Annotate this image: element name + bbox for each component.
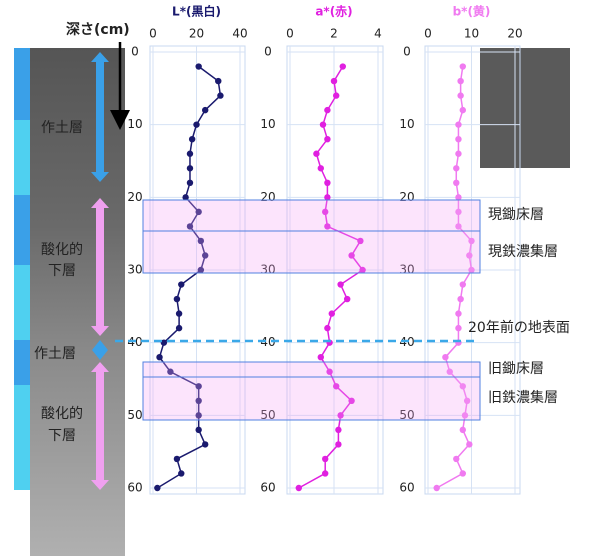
horizon-label: 20年前の地表面 xyxy=(468,319,570,336)
depth-label: 深さ(cm) xyxy=(66,21,130,38)
data-point xyxy=(455,136,461,142)
data-point xyxy=(178,470,184,476)
data-point xyxy=(453,456,459,462)
data-point xyxy=(457,92,463,98)
y-tick-label: 60 xyxy=(127,481,142,495)
data-point xyxy=(344,296,350,302)
chart-title: b*(黄) xyxy=(453,4,491,19)
data-point xyxy=(460,107,466,113)
chart-title: a*(赤) xyxy=(315,4,352,19)
layer-label: 作土層 xyxy=(41,120,83,136)
data-point xyxy=(187,180,193,186)
data-point xyxy=(176,310,182,316)
layer-label: 下層 xyxy=(48,263,76,279)
data-point xyxy=(195,63,201,69)
x-tick-label: 0 xyxy=(286,27,294,41)
data-point xyxy=(174,296,180,302)
data-point xyxy=(453,165,459,171)
x-tick-label: 0 xyxy=(424,27,432,41)
data-point xyxy=(340,63,346,69)
x-tick-label: 4 xyxy=(374,27,382,41)
data-point xyxy=(202,441,208,447)
data-point xyxy=(189,136,195,142)
data-point xyxy=(156,354,162,360)
chart-title: L*(黒白) xyxy=(172,4,221,19)
y-tick-label: 50 xyxy=(127,408,142,422)
data-point xyxy=(174,456,180,462)
x-tick-label: 20 xyxy=(189,27,204,41)
data-point xyxy=(178,281,184,287)
y-tick-label: 20 xyxy=(127,190,142,204)
data-point xyxy=(455,325,461,331)
data-point xyxy=(455,310,461,316)
y-tick-label: 0 xyxy=(403,45,411,59)
data-point xyxy=(434,485,440,491)
data-point xyxy=(154,485,160,491)
data-point xyxy=(187,151,193,157)
x-tick-label: 0 xyxy=(149,27,157,41)
data-point xyxy=(331,78,337,84)
data-point xyxy=(318,354,324,360)
data-point xyxy=(333,92,339,98)
data-point xyxy=(195,427,201,433)
y-tick-label: 60 xyxy=(399,481,414,495)
horizon-label: 旧鋤床層 xyxy=(488,361,544,377)
x-tick-label: 40 xyxy=(232,27,247,41)
horizon-label: 現鋤床層 xyxy=(488,207,544,223)
data-point xyxy=(457,78,463,84)
data-point xyxy=(215,78,221,84)
figure: 深さ(cm) 020400102030405060L*(黒白)024010203… xyxy=(0,0,615,556)
x-tick-label: 2 xyxy=(330,27,338,41)
data-point xyxy=(193,121,199,127)
data-point xyxy=(296,485,302,491)
horizon-label: 旧鉄濃集層 xyxy=(488,389,558,406)
data-point xyxy=(455,121,461,127)
data-point xyxy=(324,180,330,186)
data-point xyxy=(176,325,182,331)
data-point xyxy=(322,456,328,462)
data-point xyxy=(453,180,459,186)
data-point xyxy=(217,92,223,98)
layer-label: 酸化的 xyxy=(41,242,83,258)
data-line xyxy=(437,67,472,488)
x-tick-label: 10 xyxy=(464,27,479,41)
y-tick-label: 30 xyxy=(127,263,142,277)
layer-label: 作土層 xyxy=(34,346,76,362)
data-point xyxy=(460,470,466,476)
data-point xyxy=(337,281,343,287)
data-point xyxy=(460,427,466,433)
data-point xyxy=(457,296,463,302)
data-point xyxy=(320,121,326,127)
y-tick-label: 10 xyxy=(127,117,142,131)
y-tick-label: 10 xyxy=(260,117,275,131)
data-point xyxy=(187,165,193,171)
data-point xyxy=(324,325,330,331)
y-tick-label: 60 xyxy=(260,481,275,495)
data-point xyxy=(335,427,341,433)
data-point xyxy=(335,441,341,447)
data-point xyxy=(460,281,466,287)
data-point xyxy=(202,107,208,113)
data-point xyxy=(318,165,324,171)
y-tick-label: 10 xyxy=(399,117,414,131)
layer-label: 下層 xyxy=(48,428,76,444)
y-tick-label: 0 xyxy=(131,45,139,59)
data-point xyxy=(313,151,319,157)
y-tick-label: 0 xyxy=(264,45,272,59)
data-line xyxy=(157,67,220,488)
data-point xyxy=(466,441,472,447)
x-tick-label: 20 xyxy=(507,27,522,41)
data-point xyxy=(455,151,461,157)
data-line xyxy=(299,67,363,488)
data-point xyxy=(329,310,335,316)
layer-strip xyxy=(14,48,30,490)
horizon-label: 現鉄濃集層 xyxy=(488,243,558,260)
data-point xyxy=(322,470,328,476)
data-point xyxy=(324,136,330,142)
data-point xyxy=(324,107,330,113)
field-photo xyxy=(480,48,570,168)
data-point xyxy=(442,354,448,360)
data-point xyxy=(460,63,466,69)
layer-label: 酸化的 xyxy=(41,406,83,422)
